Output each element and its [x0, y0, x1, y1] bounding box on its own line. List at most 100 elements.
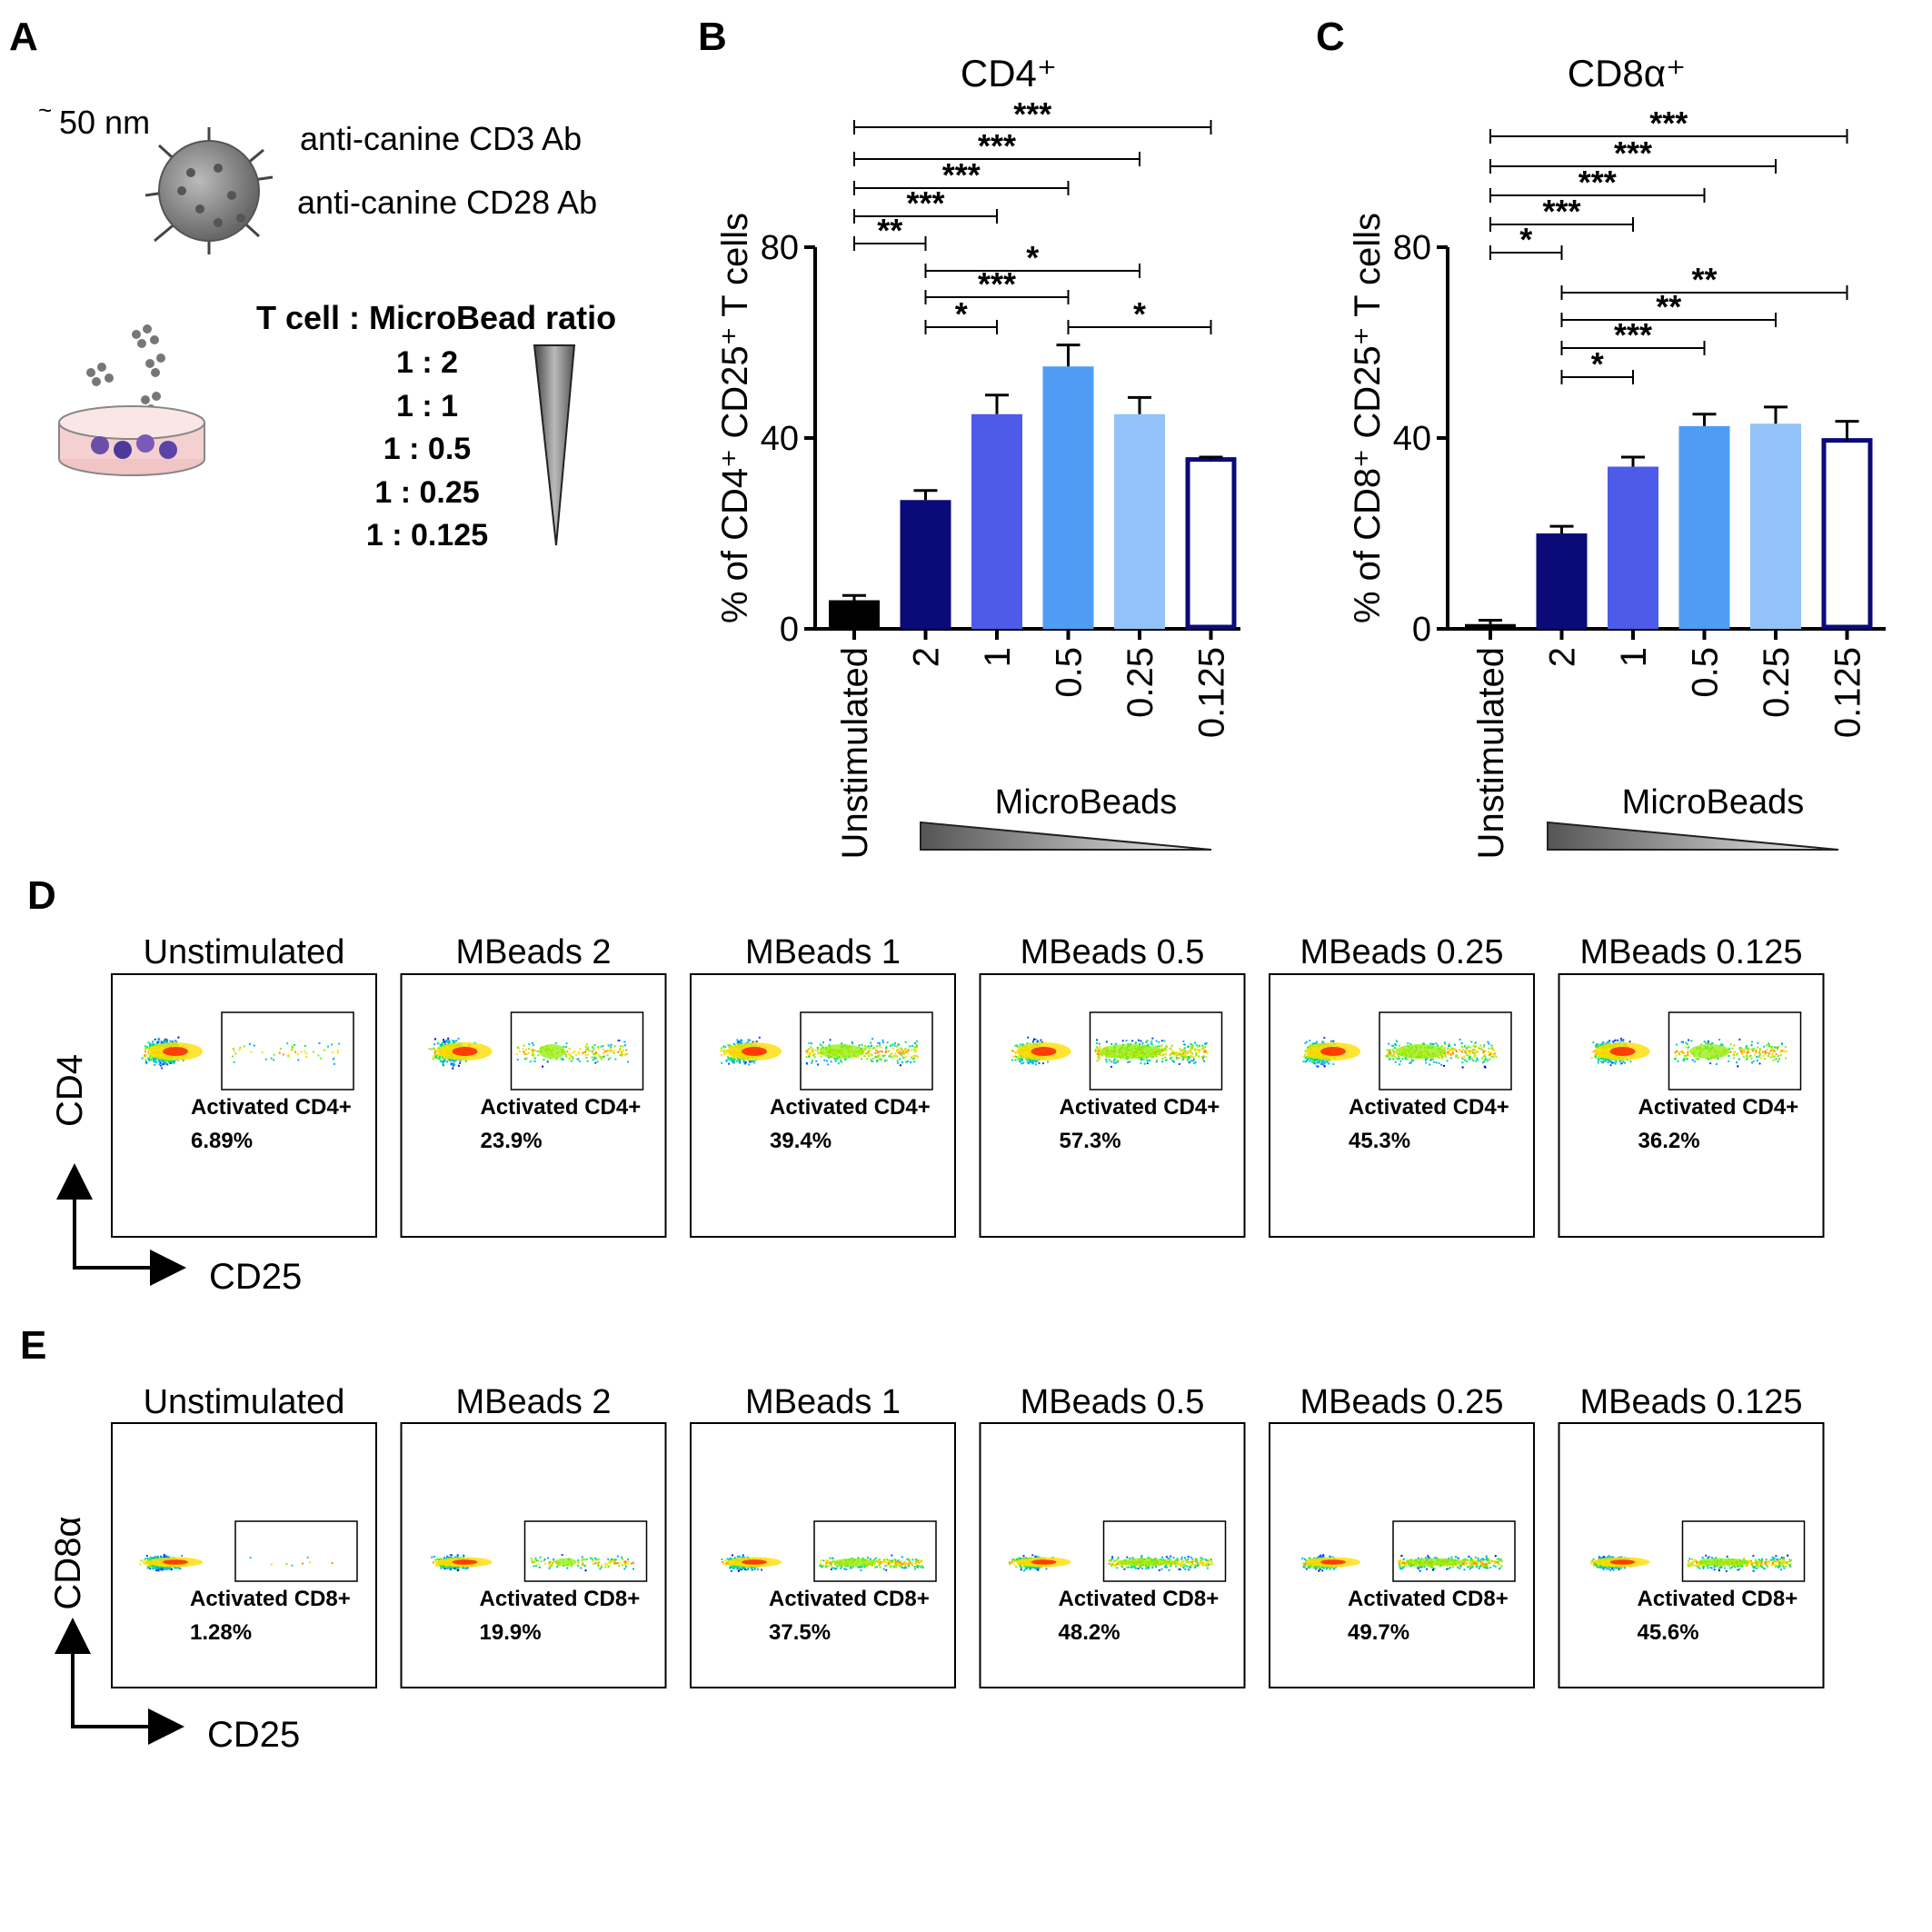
flow-event-dot	[1707, 1040, 1709, 1042]
flow-event-dot	[1115, 1042, 1118, 1045]
flow-event-dot	[443, 1059, 446, 1061]
flow-event-dot	[1482, 1050, 1485, 1052]
flow-event-dot	[1467, 1045, 1469, 1048]
flow-event-dot	[1019, 1057, 1021, 1060]
flow-event-dot	[1014, 1052, 1017, 1055]
flow-event-dot	[149, 1568, 152, 1570]
flow-event-dot	[870, 1060, 872, 1062]
flow-event-dot	[1031, 1062, 1034, 1065]
flow-event-dot	[876, 1060, 879, 1061]
flow-event-dot	[1099, 1053, 1101, 1056]
flow-event-dot	[554, 1041, 557, 1044]
flow-event-dot	[1316, 1041, 1318, 1043]
flow-event-dot	[1777, 1046, 1779, 1049]
flow-event-dot	[174, 1567, 176, 1569]
flow-event-dot	[233, 1061, 235, 1063]
flow-event-dot	[1708, 1058, 1709, 1061]
flow-event-dot	[1759, 1053, 1762, 1056]
flow-event-dot	[1202, 1057, 1205, 1060]
flow-event-dot	[1693, 1061, 1696, 1063]
flow-event-dot	[625, 1049, 628, 1051]
flow-event-dot	[582, 1051, 584, 1054]
flow-event-dot	[1681, 1041, 1684, 1043]
flow-event-dot	[439, 1056, 442, 1059]
flow-event-dot	[448, 1040, 451, 1042]
flow-event-dot	[164, 1041, 167, 1044]
significance-brackets: ******************* *	[853, 95, 1212, 334]
flow-event-dot	[1773, 1055, 1776, 1058]
flow-event-dot	[1037, 1040, 1039, 1042]
flow-event-dot	[1307, 1046, 1310, 1049]
flow-event-dot	[149, 1559, 152, 1561]
flow-event-dot	[1595, 1046, 1598, 1049]
flow-event-dot	[531, 1041, 533, 1044]
flow-event-dot	[1202, 1058, 1204, 1061]
gate-percent: 23.9%	[481, 1129, 543, 1153]
flow-event-dot	[868, 1047, 871, 1050]
flow-event-dot	[151, 1057, 154, 1060]
flow-event-dot	[1302, 1061, 1305, 1063]
flow-event-dot	[1675, 1054, 1678, 1057]
flow-event-dot	[1613, 1061, 1616, 1064]
flow-event-dot	[567, 1053, 570, 1056]
flow-event-dot	[1165, 1046, 1168, 1049]
flow-event-dot	[1683, 1051, 1686, 1054]
flow-event-dot	[1766, 1044, 1768, 1047]
flow-event-dot	[737, 1041, 739, 1043]
flow-event-dot	[1447, 1048, 1449, 1051]
flow-event-dot	[1310, 1059, 1312, 1061]
flow-event-dot	[1036, 1060, 1039, 1062]
flow-event-dot	[876, 1051, 879, 1053]
flow-event-dot	[1728, 1060, 1730, 1062]
flow-event-dot	[1607, 1059, 1609, 1061]
y-tick-label: 0	[780, 611, 799, 649]
flow-event-dot	[1011, 1049, 1013, 1051]
flow-event-dot	[1143, 1058, 1145, 1061]
flow-event-dot	[1323, 1036, 1326, 1039]
flow-event-dot	[862, 1051, 865, 1054]
flow-event-dot	[1176, 1052, 1179, 1055]
flow-plot-frame	[979, 973, 1246, 1238]
flow-event-dot	[1187, 1052, 1190, 1054]
flow-event-dot	[619, 1045, 622, 1048]
flow-event-dot	[452, 1062, 454, 1065]
flow-event-dot	[586, 1060, 589, 1062]
flow-event-dot	[1202, 1048, 1205, 1051]
flow-event-dot	[600, 1058, 603, 1061]
flow-plot-frame	[111, 1422, 377, 1688]
flow-event-dot	[160, 1566, 162, 1569]
flow-event-dot	[1778, 1045, 1780, 1048]
flow-event-dot	[1042, 1062, 1044, 1065]
flow-event-dot	[1443, 1047, 1446, 1050]
flow-event-dot	[249, 1557, 252, 1559]
flow-event-dot	[907, 1050, 910, 1052]
flow-event-dot	[177, 1036, 180, 1039]
flow-event-dot	[1188, 1045, 1190, 1048]
flow-event-dot	[320, 1057, 323, 1060]
flow-event-dot	[728, 1062, 731, 1065]
flow-event-dot	[817, 1063, 819, 1066]
flow-event-dot	[164, 1061, 167, 1064]
flow-event-dot	[433, 1048, 436, 1051]
flow-event-dot	[171, 1061, 174, 1064]
flow-event-dot	[912, 1058, 915, 1061]
flow-event-dot	[1464, 1059, 1467, 1061]
flow-event-dot	[253, 1044, 255, 1047]
flow-event-dot	[906, 1051, 909, 1054]
flow-event-dot	[1170, 1047, 1172, 1050]
flow-event-dot	[1406, 1058, 1409, 1061]
flow-event-dot	[811, 1042, 812, 1045]
flow-event-dot	[819, 1043, 822, 1046]
flow-event-dot	[1598, 1058, 1601, 1060]
flow-event-dot	[1026, 1060, 1028, 1062]
flow-event-dot	[834, 1060, 837, 1062]
flow-event-dot	[1330, 1040, 1332, 1042]
flow-event-dot	[1733, 1053, 1736, 1056]
significance-stars: ***	[1649, 105, 1688, 142]
flow-event-dot	[1410, 1061, 1412, 1063]
flow-event-dot	[1605, 1042, 1608, 1045]
flow-event-dot	[898, 1049, 901, 1051]
activation-gate	[221, 1011, 354, 1090]
flow-event-dot	[338, 1042, 341, 1045]
flow-event-dot	[1114, 1059, 1117, 1061]
